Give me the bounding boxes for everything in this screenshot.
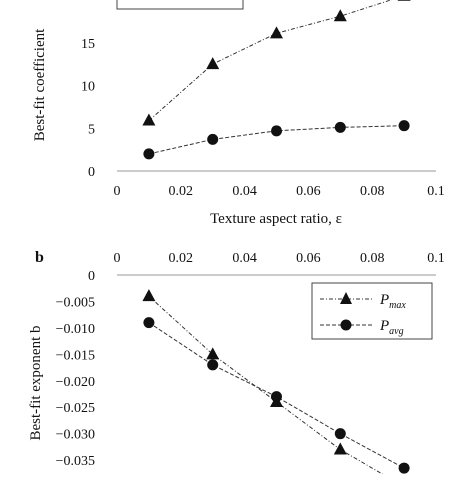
y-tick-label: 0 — [88, 269, 95, 284]
y-tick-label: 15 — [81, 37, 95, 52]
x-axis-label-a: Texture aspect ratio, ε — [210, 211, 342, 227]
x-tick-label: 0 — [114, 251, 121, 266]
y-tick-label: 0 — [88, 165, 95, 180]
y-axis-label-a: Best-fit coefficient — [32, 28, 48, 141]
y-tick-label: −0.035 — [56, 454, 95, 469]
y-tick-label: −0.025 — [56, 401, 95, 416]
x-ticks-a: 0 0.02 0.04 0.06 0.08 0.1 — [114, 184, 445, 199]
data-point-triangle — [142, 113, 156, 126]
y-ticks-a: 0 5 10 15 — [81, 37, 95, 180]
data-point-circle — [334, 428, 346, 440]
legend-name-pmax: P — [379, 292, 389, 308]
x-tick-label: 0.1 — [427, 251, 445, 266]
legend-name-pavg: P — [379, 318, 389, 334]
data-point-circle — [207, 133, 219, 145]
x-tick-label: 0 — [114, 184, 121, 199]
y-tick-label: −0.010 — [56, 322, 95, 337]
legend-marker-circle — [340, 319, 352, 331]
data-point-circle — [207, 359, 219, 371]
legend-box-b — [311, 282, 433, 340]
series-line-triangle — [148, 0, 393, 121]
x-tick-label: 0.06 — [296, 184, 321, 199]
panel-a: 0 5 10 15 0 0.02 0.04 0.06 0.08 0.1 Best-fit coe… — [32, 0, 445, 227]
y-tick-label: −0.020 — [56, 375, 95, 390]
y-axis-label-b: Best-fit exponent b — [28, 326, 44, 441]
x-tick-label: 0.1 — [427, 184, 445, 199]
y-tick-label: −0.005 — [56, 295, 95, 310]
data-point-triangle — [142, 289, 156, 302]
legend-label-pmax: Pmax — [379, 292, 406, 311]
x-ticks-b: 0 0.02 0.04 0.06 0.08 0.1 — [114, 251, 445, 266]
x-tick-label: 0.02 — [169, 184, 194, 199]
data-point-circle — [143, 317, 155, 329]
data-point-triangle — [206, 57, 220, 70]
panel-letter-b: b — [35, 249, 44, 266]
legend-label-pavg: Pavg — [379, 318, 404, 337]
legend-box-a — [116, 0, 244, 10]
data-point-triangle — [333, 9, 347, 22]
x-tick-label: 0.06 — [296, 251, 321, 266]
data-point-triangle — [333, 442, 347, 455]
y-ticks-b: 0 −0.005 −0.010 −0.015 −0.020 −0.025 −0.030 −0.… — [56, 269, 95, 469]
x-tick-label: 0.08 — [360, 251, 385, 266]
data-point-circle — [398, 462, 410, 474]
data-point-triangle — [397, 0, 411, 1]
y-tick-label: −0.030 — [56, 428, 95, 443]
series-b — [142, 289, 410, 474]
panel-b: b 0 −0.005 −0.010 −0.015 −0.020 −0.025 −0.030 −… — [28, 249, 445, 474]
legend-sub-pmax: max — [389, 300, 406, 311]
series-a — [142, 0, 411, 160]
data-point-triangle — [206, 347, 220, 360]
data-point-circle — [334, 121, 346, 133]
y-tick-label: 10 — [81, 80, 95, 95]
data-point-circle — [143, 148, 155, 160]
legend-marker-triangle — [340, 292, 352, 304]
y-tick-label: −0.015 — [56, 348, 95, 363]
data-point-circle — [398, 120, 410, 132]
y-tick-label: 5 — [88, 122, 95, 137]
data-point-circle — [271, 125, 282, 137]
data-point-circle — [271, 391, 282, 403]
legend-sub-pavg: avg — [389, 326, 403, 337]
x-tick-label: 0.04 — [232, 184, 257, 199]
data-point-triangle — [270, 26, 283, 39]
legend-b: Pmax Pavg — [311, 282, 433, 340]
x-tick-label: 0.08 — [360, 184, 385, 199]
x-tick-label: 0.02 — [169, 251, 194, 266]
x-tick-label: 0.04 — [232, 251, 257, 266]
